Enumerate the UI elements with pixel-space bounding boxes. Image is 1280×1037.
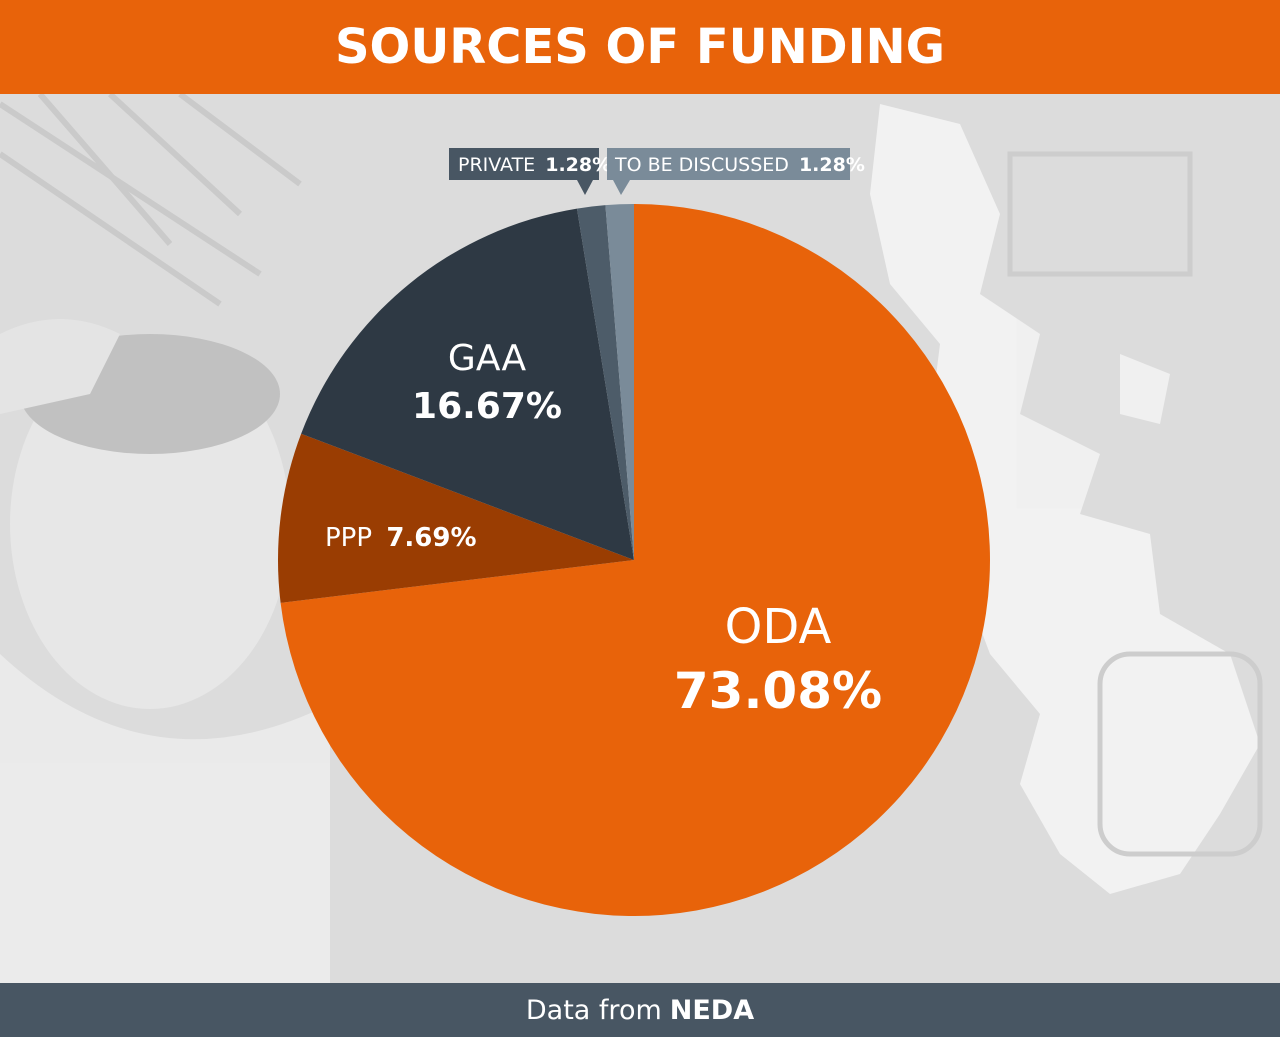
callout-private: PRIVATE 1.28% xyxy=(449,148,611,195)
tbd-label-name: TO BE DISCUSSED xyxy=(614,154,789,176)
crane-structure-graphic xyxy=(0,94,302,307)
tbd-label-value: 1.28% xyxy=(799,154,865,176)
footer-bar: Data from NEDA xyxy=(0,983,1280,1037)
pie-slice-to-be-discussed xyxy=(605,204,634,560)
svg-text:PRIVATE 1.28%: PRIVATE 1.28% xyxy=(458,154,611,176)
private-label-name: PRIVATE xyxy=(458,154,535,176)
private-label-value: 1.28% xyxy=(545,154,611,176)
gaa-label-name: GAA xyxy=(448,338,527,379)
footer-source: NEDA xyxy=(669,994,755,1026)
pie-slice-oda xyxy=(280,204,990,917)
page-title: SOURCES OF FUNDING xyxy=(334,19,946,75)
ppp-label-name: PPP xyxy=(325,523,372,553)
machinery-graphic xyxy=(1007,151,1263,857)
portrait-photo-graphic xyxy=(0,319,330,983)
oda-label-value: 73.08% xyxy=(674,662,882,720)
callout-tbd: TO BE DISCUSSED 1.28% xyxy=(607,148,865,195)
pie-slice-ppp xyxy=(278,433,634,603)
gaa-label-value: 16.67% xyxy=(412,386,562,427)
oda-label-name: ODA xyxy=(725,599,832,655)
header-banner: SOURCES OF FUNDING xyxy=(0,0,1280,94)
pie-slice-gaa xyxy=(301,208,634,560)
ppp-label-value: 7.69% xyxy=(386,523,476,553)
map-silhouette-graphic xyxy=(870,104,1260,894)
pie-slice-private xyxy=(576,205,634,561)
svg-text:TO BE DISCUSSED 1.28%: TO BE DISCUSSED 1.28% xyxy=(614,154,865,176)
background-photo-collage xyxy=(0,94,1280,983)
ppp-label: PPP 7.69% xyxy=(325,523,477,553)
footer-prefix: Data from xyxy=(525,994,662,1026)
